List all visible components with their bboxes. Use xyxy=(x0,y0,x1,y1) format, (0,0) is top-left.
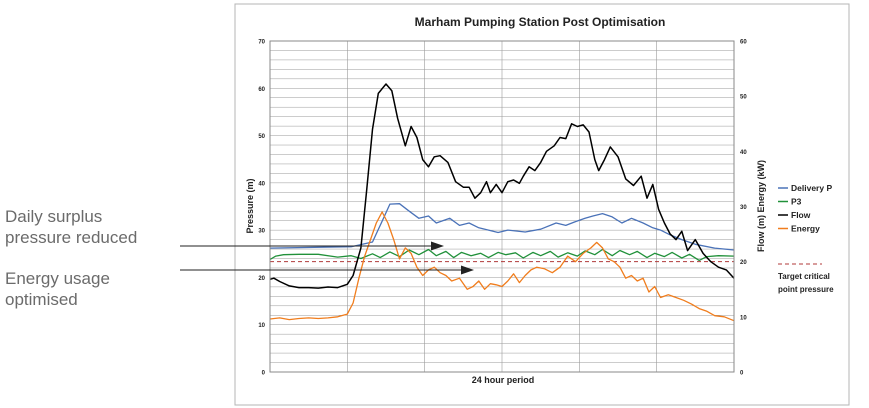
energy-arrow xyxy=(180,265,474,275)
left-tick-label: 70 xyxy=(258,40,265,46)
annotation-energy: Energy usage optimised xyxy=(5,268,110,310)
right-tick-label: 10 xyxy=(740,315,747,321)
annotation-energy-line1: Energy usage xyxy=(5,269,110,288)
right-tick-label: 50 xyxy=(740,95,747,101)
left-tick-label: 10 xyxy=(258,323,265,329)
legend-label: Flow xyxy=(791,210,811,220)
left-tick-label: 30 xyxy=(258,229,265,235)
legend-target-label-line2: point pressure xyxy=(778,285,834,294)
right-tick-label: 0 xyxy=(740,371,744,377)
right-tick-label: 40 xyxy=(740,150,747,156)
annotation-surplus-line2: pressure reduced xyxy=(5,228,138,247)
left-tick-label: 40 xyxy=(258,181,265,187)
chart-title: Marham Pumping Station Post Optimisation xyxy=(415,15,666,29)
plot-area-border xyxy=(269,40,735,373)
legend-label: P3 xyxy=(791,197,802,207)
annotation-surplus-line1: Daily surplus xyxy=(5,207,103,226)
left-axis-ticks: 0 10 20 30 40 50 60 70 xyxy=(258,40,265,377)
left-tick-label: 50 xyxy=(258,134,265,140)
series-line-energy xyxy=(269,211,735,322)
legend-target-label-line1: Target critical xyxy=(778,272,830,281)
x-axis-label: 24 hour period xyxy=(472,375,535,385)
legend-label: Delivery P xyxy=(791,183,832,193)
annotation-surplus: Daily surplus pressure reduced xyxy=(5,206,137,248)
series-line-delivery-p xyxy=(269,203,735,251)
legend: Delivery P P3 Flow Energy xyxy=(778,183,832,234)
y-axis-right-label: Flow (m) Energy (kW) xyxy=(756,160,766,252)
y-axis-left-label: Pressure (m) xyxy=(245,178,255,233)
annotation-energy-line2: optimised xyxy=(5,290,78,309)
right-tick-label: 30 xyxy=(740,205,747,211)
right-tick-label: 20 xyxy=(740,260,747,266)
left-tick-label: 20 xyxy=(258,276,265,282)
surplus-arrow xyxy=(180,241,444,251)
legend-label: Energy xyxy=(791,224,820,234)
left-tick-label: 60 xyxy=(258,87,265,93)
right-axis-ticks: 0 10 20 30 40 50 60 xyxy=(740,40,747,377)
chart-outer-frame xyxy=(234,3,850,406)
series-line-p3 xyxy=(269,248,735,262)
left-tick-label: 0 xyxy=(262,371,266,377)
series-line-flow xyxy=(269,83,735,289)
series-lines xyxy=(269,83,735,322)
right-tick-label: 60 xyxy=(740,40,747,46)
